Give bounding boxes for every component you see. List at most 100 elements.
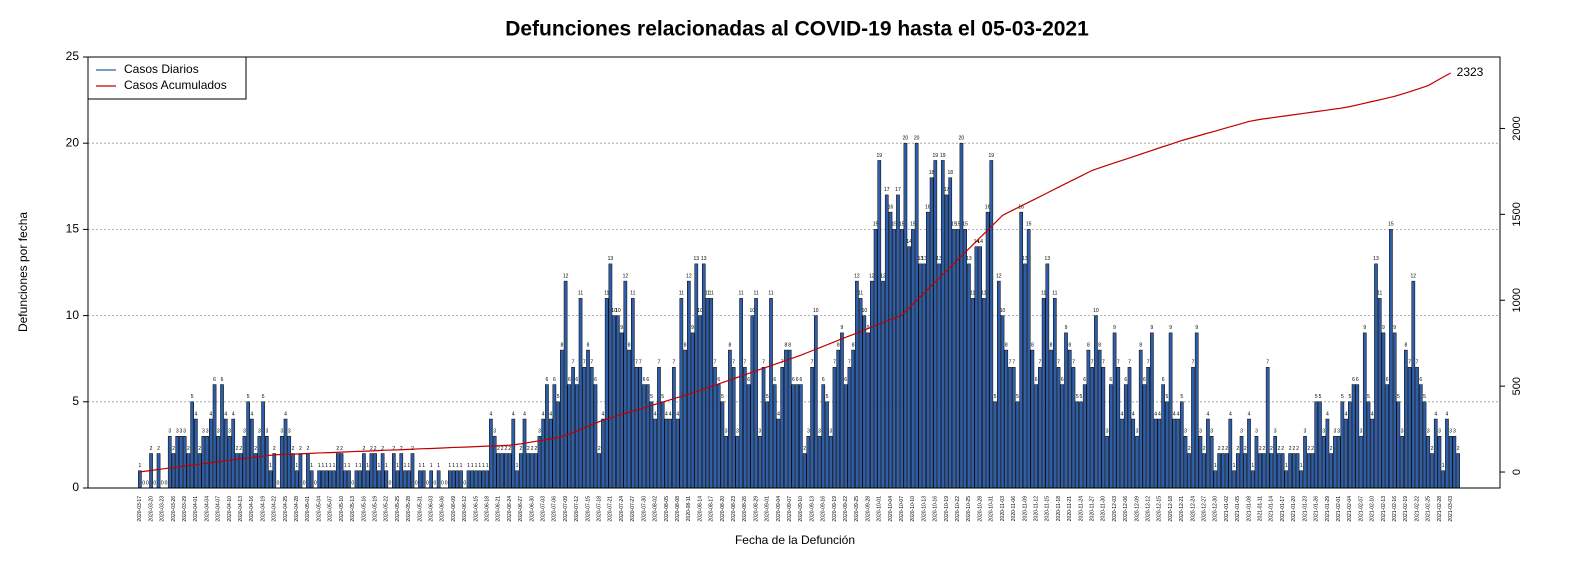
bar-value-label: 3	[202, 429, 205, 435]
bar	[1355, 384, 1360, 489]
bar	[780, 367, 785, 489]
bar	[138, 470, 142, 489]
x-tick-label: 2020-08-14	[697, 496, 703, 522]
x-tick-label: 2020-04-19	[260, 496, 266, 522]
bar-value-label: 7	[762, 360, 765, 366]
bar-value-label: 8	[1050, 342, 1053, 348]
x-tick-label: 2020-07-09	[563, 496, 569, 522]
bar-value-label: 11	[679, 291, 684, 297]
x-tick-label: 2020-10-28	[977, 496, 983, 522]
x-tick-label: 2020-07-27	[630, 496, 636, 522]
bar	[687, 280, 691, 489]
bar	[870, 280, 874, 489]
x-tick-label: 2020-06-30	[529, 496, 535, 522]
bar	[522, 418, 527, 489]
bar	[675, 418, 680, 489]
bar	[657, 367, 661, 489]
bar-value-label: 0	[165, 480, 168, 486]
bar-value-label: 10	[813, 308, 819, 314]
bar-value-label: 4	[209, 411, 212, 417]
bar	[817, 436, 822, 489]
bar-value-label: 7	[1012, 360, 1015, 366]
bar-value-label: 13	[608, 256, 614, 262]
bar-value-label: 4	[1177, 411, 1180, 417]
bar-value-label: 0	[463, 480, 466, 486]
bar	[1202, 453, 1207, 489]
bar	[171, 453, 176, 489]
bar-value-label: 2	[340, 446, 343, 452]
bar-value-label: 3	[265, 429, 268, 435]
bar	[552, 384, 557, 489]
bar-value-label: 7	[1416, 360, 1419, 366]
bar	[197, 453, 202, 489]
x-tick-label: 2020-05-04	[316, 496, 322, 522]
x-tick-label: 2020-04-16	[249, 496, 255, 522]
bar	[279, 436, 284, 489]
bar	[1120, 418, 1124, 489]
bar	[1179, 401, 1184, 489]
x-tick-label: 2020-10-19	[944, 496, 950, 522]
bar	[481, 470, 486, 489]
bar	[914, 142, 919, 489]
bar-value-label: 3	[183, 429, 186, 435]
bar-value-label: 6	[844, 377, 847, 383]
bar-value-label: 5	[1165, 394, 1168, 400]
bar-value-label: 7	[639, 360, 642, 366]
bar	[601, 418, 605, 489]
bar	[418, 470, 422, 489]
bar	[974, 246, 979, 489]
x-tick-label: 2020-04-25	[283, 496, 289, 522]
bar-value-label: 2	[1281, 446, 1284, 452]
bar	[298, 453, 303, 489]
bar	[589, 367, 594, 489]
x-tick-label: 2020-08-23	[731, 496, 737, 522]
bar	[784, 349, 788, 489]
bar-value-label: 2	[1307, 446, 1310, 452]
bar	[993, 401, 997, 489]
bar-value-label: 3	[1240, 429, 1243, 435]
bar-value-label: 15	[891, 222, 897, 228]
bar	[896, 194, 900, 489]
bar	[470, 470, 475, 489]
bar	[571, 367, 575, 489]
bar-value-label: 6	[1035, 377, 1038, 383]
bar	[843, 384, 848, 489]
x-tick-label: 2020-12-09	[1134, 496, 1140, 522]
bar-value-label: 11	[1377, 291, 1382, 297]
bar-value-label: 3	[168, 429, 171, 435]
bar	[272, 453, 277, 489]
bar-value-label: 8	[628, 342, 631, 348]
bar-value-label: 12	[996, 273, 1002, 279]
bar-value-label: 6	[717, 377, 720, 383]
bar	[716, 384, 721, 489]
bar	[306, 453, 310, 489]
bar-value-label: 1	[422, 463, 425, 469]
bar	[1396, 401, 1401, 489]
bar-value-label: 7	[583, 360, 586, 366]
bar	[395, 470, 400, 489]
bar-value-label: 18	[947, 170, 953, 176]
bar	[761, 367, 766, 489]
bar-value-label: 3	[758, 429, 761, 435]
bar	[795, 384, 799, 489]
bar	[720, 401, 725, 489]
bar-value-label: 9	[691, 325, 694, 331]
bar	[212, 384, 217, 489]
x-tick-label: 2020-08-08	[675, 496, 681, 522]
bar	[1370, 418, 1375, 489]
bar-value-label: 13	[701, 256, 707, 262]
x-tick-label: 2020-07-06	[552, 496, 558, 522]
bar	[746, 384, 751, 489]
bar	[574, 384, 579, 489]
y-tick-label: 0	[72, 480, 79, 494]
x-tick-label: 2020-06-27	[518, 496, 524, 522]
y2-tick-label: 0	[1511, 469, 1523, 475]
bar	[1109, 384, 1113, 489]
bar	[1224, 453, 1229, 489]
bar	[881, 280, 885, 489]
bar	[399, 453, 404, 489]
bar-value-label: 2	[187, 446, 190, 452]
bar	[220, 384, 224, 489]
bar	[1123, 384, 1128, 489]
bar	[1314, 401, 1319, 489]
